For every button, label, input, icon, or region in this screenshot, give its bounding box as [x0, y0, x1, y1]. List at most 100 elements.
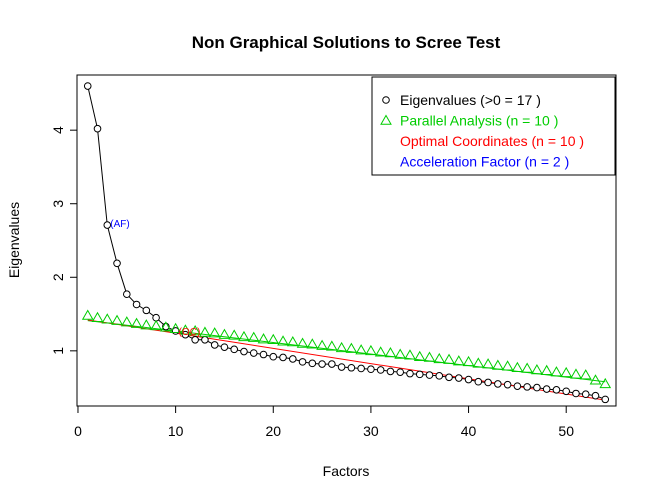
- eigenvalue-point: [103, 221, 112, 229]
- parallel-analysis-point: [599, 377, 612, 389]
- eigenvalue-point: [523, 383, 531, 391]
- eigenvalue-point: [142, 306, 151, 315]
- eigenvalue-point: [474, 377, 483, 386]
- parallel-analysis-point: [472, 357, 485, 368]
- parallel-analysis-point: [394, 348, 407, 359]
- x-tick-label: 40: [461, 423, 477, 439]
- eigenvalue-point: [406, 369, 414, 378]
- eigenvalue-point: [562, 387, 571, 396]
- x-tick-label: 0: [74, 423, 82, 439]
- parallel-analysis-point: [179, 324, 192, 335]
- eigenvalue-point: [318, 360, 326, 368]
- parallel-analysis-point: [120, 316, 133, 327]
- parallel-analysis-point: [501, 360, 514, 371]
- parallel-analysis-point: [218, 328, 231, 339]
- eigenvalue-point: [249, 349, 258, 357]
- eigenvalue-point: [542, 385, 551, 393]
- parallel-analysis-point: [286, 335, 299, 347]
- parallel-analysis-point: [91, 311, 104, 322]
- parallel-analysis-point: [306, 338, 319, 349]
- x-tick-label: 30: [363, 423, 379, 439]
- eigenvalue-point: [415, 370, 424, 379]
- parallel-analysis-point: [111, 314, 123, 325]
- parallel-analysis-point: [169, 322, 182, 334]
- eigenvalue-point: [279, 353, 287, 362]
- eigenvalue-point: [122, 290, 131, 298]
- eigenvalue-point: [533, 383, 541, 392]
- eigenvalue-point: [445, 373, 453, 382]
- eigenvalue-point: [494, 380, 502, 388]
- parallel-analysis-point: [130, 317, 143, 328]
- series-points: [81, 82, 612, 404]
- eigenvalue-point: [484, 378, 492, 387]
- parallel-analysis-point: [150, 319, 162, 331]
- legend-entry: Parallel Analysis (n = 10 ): [400, 113, 558, 129]
- legend-entry: Eigenvalues (>0 = 17 ): [400, 92, 541, 108]
- parallel-analysis-point: [540, 364, 553, 375]
- eigenvalue-point: [464, 375, 473, 384]
- parallel-analysis-point: [482, 358, 494, 369]
- eigenvalue-point: [132, 300, 141, 309]
- eigenvalue-point: [435, 372, 444, 380]
- annotation-label: (AF): [110, 219, 129, 230]
- parallel-analysis-point: [189, 324, 202, 336]
- eigenvalue-point: [591, 391, 600, 400]
- parallel-analysis-point: [238, 330, 250, 342]
- parallel-analysis-point: [267, 333, 280, 345]
- parallel-analysis-point: [81, 309, 94, 320]
- eigenvalue-point: [347, 363, 356, 372]
- eigenvalue-point: [328, 360, 336, 368]
- parallel-analysis-point: [560, 366, 573, 378]
- parallel-analysis-point: [579, 369, 592, 380]
- y-tick-label: 1: [50, 347, 66, 355]
- y-tick-label: 4: [50, 126, 66, 134]
- x-axis: 0 10 20 30 40 50: [74, 405, 574, 439]
- parallel-analysis-point: [521, 362, 534, 373]
- parallel-analysis-point: [491, 359, 504, 370]
- eigenvalue-point: [503, 380, 512, 389]
- y-tick-label: 3: [50, 200, 66, 208]
- parallel-analysis-point: [316, 339, 328, 350]
- parallel-analysis-point: [345, 342, 358, 353]
- eigenvalue-point: [454, 374, 463, 382]
- eigenvalue-point: [601, 395, 610, 404]
- eigenvalue-point: [210, 341, 219, 349]
- parallel-analysis-point: [423, 351, 436, 362]
- eigenvalue-point: [386, 367, 395, 376]
- x-tick-label: 10: [168, 423, 184, 439]
- parallel-analysis-point: [208, 327, 221, 338]
- parallel-analysis-point: [452, 355, 465, 366]
- eigenvalue-point: [337, 363, 346, 371]
- x-tick-label: 50: [558, 423, 574, 439]
- eigenvalue-point: [191, 336, 199, 344]
- eigenvalue-point: [572, 389, 580, 398]
- x-axis-label: Factors: [323, 463, 370, 479]
- eigenvalue-point: [83, 82, 92, 90]
- y-axis: 1 2 3 4: [50, 126, 78, 355]
- eigenvalue-point: [581, 390, 590, 399]
- eigenvalue-point: [357, 364, 365, 373]
- annotations: (AF) (OC): [110, 219, 200, 338]
- eigenvalue-point: [396, 368, 405, 376]
- eigenvalue-point: [220, 343, 229, 351]
- parallel-analysis-point: [325, 340, 338, 351]
- eigenvalue-point: [113, 259, 121, 268]
- eigenvalue-point: [201, 336, 209, 344]
- parallel-analysis-point: [404, 349, 416, 360]
- parallel-analysis-point: [374, 346, 387, 357]
- y-tick-label: 2: [50, 273, 66, 281]
- eigenvalue-point: [259, 350, 268, 359]
- parallel-analysis-point: [531, 363, 543, 375]
- legend: Eigenvalues (>0 = 17 ) Parallel Analysis …: [371, 76, 616, 176]
- x-tick-label: 20: [265, 423, 281, 439]
- parallel-analysis-point: [462, 355, 475, 367]
- eigenvalue-point: [425, 371, 434, 379]
- chart-title: Non Graphical Solutions to Scree Test: [192, 33, 501, 52]
- parallel-analysis-point: [443, 353, 455, 364]
- parallel-analysis-point: [550, 366, 563, 377]
- eigenvalue-point: [367, 365, 375, 374]
- legend-triangle-icon: [380, 114, 392, 125]
- eigenvalue-point: [552, 386, 561, 394]
- eigenvalue-point: [93, 124, 102, 133]
